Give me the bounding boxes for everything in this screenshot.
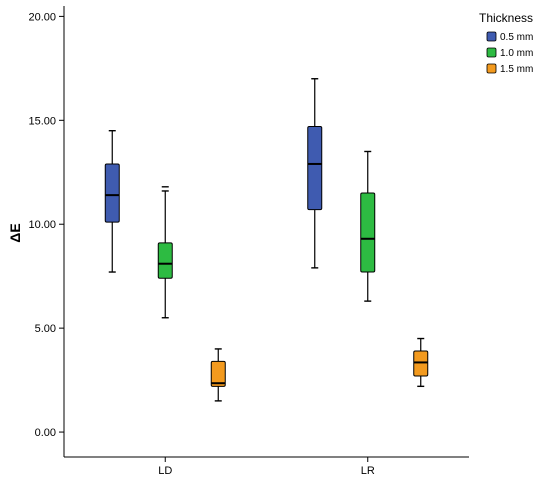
legend-label: 1.5 mm: [500, 64, 533, 75]
legend-swatch: [486, 63, 497, 74]
axes: [63, 6, 469, 458]
box-LR-1_5mm: [413, 337, 429, 388]
box-LD-0_5mm: [104, 130, 120, 273]
legend-label: 1.0 mm: [500, 48, 533, 59]
legend: Thickness 0.5 mm 1.0 mm 1.5 mm: [479, 11, 533, 75]
box-body: [157, 242, 173, 279]
y-tick-label: 20.00: [28, 11, 56, 23]
y-axis-title: ΔE: [7, 223, 23, 242]
y-tick-label: 0.00: [35, 427, 56, 439]
legend-title: Thickness: [479, 11, 533, 25]
box-body: [413, 350, 429, 377]
legend-swatch: [486, 47, 497, 58]
legend-swatch: [486, 31, 497, 42]
y-tick-label: 10.00: [28, 219, 56, 231]
y-tick-label: 15.00: [28, 115, 56, 127]
box-LD-1_5mm: [210, 348, 226, 402]
y-axis-ticks: 0.00 5.00 10.00 15.00 20.00: [28, 11, 64, 439]
x-tick-label: LD: [158, 465, 172, 477]
box-LD-1_0mm: [157, 186, 173, 319]
x-tick-label: LR: [361, 465, 375, 477]
x-axis-ticks: LD LR: [158, 457, 375, 477]
legend-label: 0.5 mm: [500, 32, 533, 43]
boxes: [104, 78, 429, 402]
box-body: [307, 126, 323, 211]
box-body: [360, 192, 376, 273]
box-body: [104, 163, 120, 223]
box-body: [210, 360, 226, 387]
box-LR-1_0mm: [360, 150, 376, 302]
box-LR-0_5mm: [307, 78, 323, 269]
y-tick-label: 5.00: [35, 323, 56, 335]
